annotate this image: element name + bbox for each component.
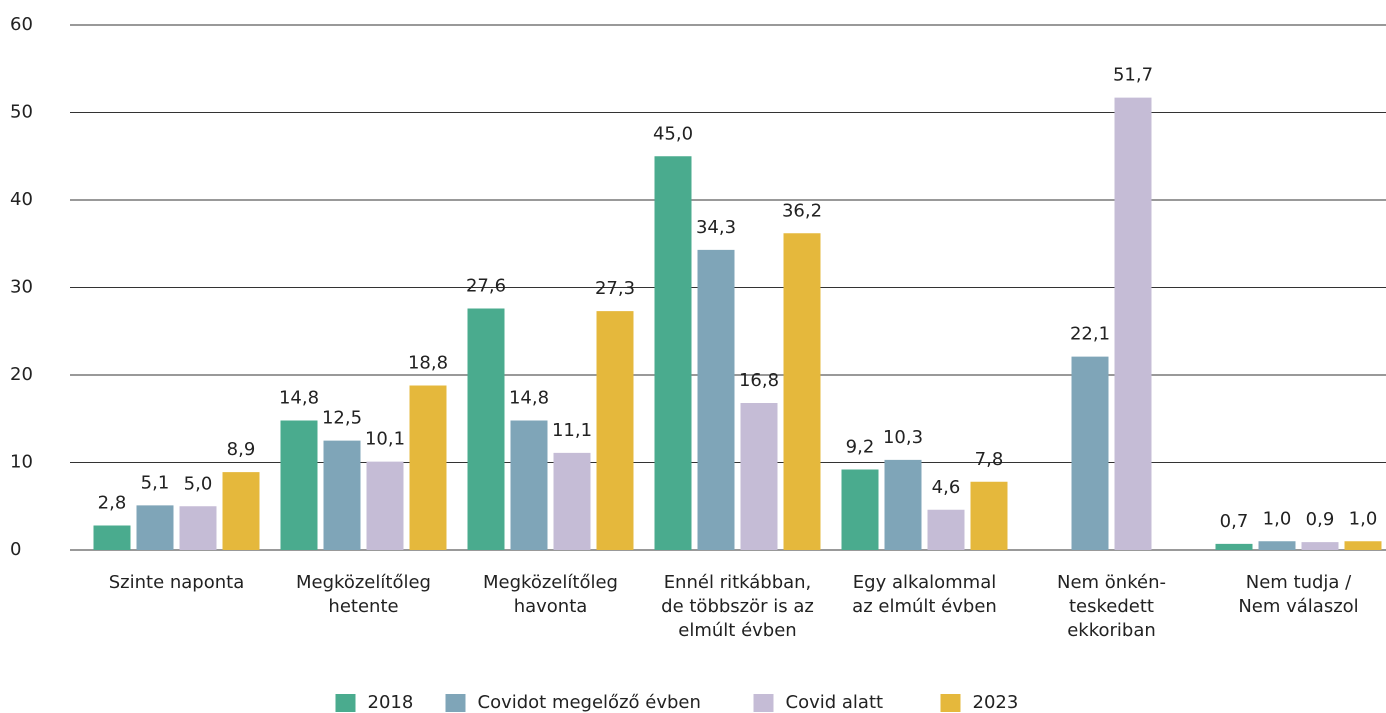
bar (280, 420, 318, 550)
value-label: 16,8 (739, 370, 779, 391)
value-label: 10,3 (883, 427, 923, 448)
y-tick-label: 20 (10, 364, 33, 385)
value-label: 5,0 (184, 473, 213, 494)
value-label: 45,0 (653, 123, 693, 144)
bar (740, 403, 778, 550)
bar (553, 452, 591, 550)
legend-swatch (753, 694, 774, 712)
bar (1114, 97, 1152, 550)
bar (970, 481, 1008, 550)
value-label: 4,6 (932, 477, 961, 498)
x-tick-label: Megközelítőleg hetente (296, 572, 431, 617)
bar (510, 420, 548, 550)
legend-swatch (940, 694, 961, 712)
bar (409, 385, 447, 550)
value-label: 34,3 (696, 217, 736, 238)
y-tick-label: 30 (10, 277, 33, 298)
bar (783, 233, 821, 550)
bar (697, 249, 735, 550)
legend-label: Covid alatt (786, 692, 884, 713)
y-tick-label: 40 (10, 189, 33, 210)
bar (1258, 541, 1296, 550)
value-label: 9,2 (846, 437, 875, 458)
legend-swatch (335, 694, 356, 712)
value-label: 8,9 (227, 439, 256, 460)
value-label: 10,1 (365, 429, 405, 450)
y-tick-label: 60 (10, 14, 33, 35)
value-label: 7,8 (975, 449, 1004, 470)
bar (884, 459, 922, 550)
value-label: 27,6 (466, 276, 506, 297)
value-label: 5,1 (141, 472, 170, 493)
bar (179, 506, 217, 550)
value-label: 0,9 (1306, 509, 1335, 530)
y-tick-label: 0 (10, 539, 21, 560)
x-tick-label: Ennél ritkábban, de többször is az elmúlt … (661, 572, 814, 641)
bar (927, 509, 965, 550)
bar (366, 461, 404, 550)
legend-label: 2018 (368, 692, 414, 713)
bar (654, 156, 692, 550)
bar (841, 469, 879, 550)
bar (323, 440, 361, 550)
bar (1344, 541, 1382, 550)
value-label: 36,2 (782, 200, 822, 221)
y-tick-label: 10 (10, 452, 33, 473)
x-tick-label: Nem önkén-teskedett ekkoriban (1057, 572, 1166, 641)
value-label: 27,3 (595, 278, 635, 299)
legend-label: Covidot megelőző évben (478, 692, 701, 713)
value-label: 11,1 (552, 420, 592, 441)
bar (1071, 356, 1109, 550)
value-label: 22,1 (1070, 324, 1110, 345)
bar (222, 472, 260, 550)
bar (1215, 543, 1253, 550)
legend-label: 2023 (973, 692, 1019, 713)
bar (93, 525, 131, 550)
bar (1301, 542, 1339, 550)
value-label: 2,8 (98, 493, 127, 514)
x-tick-label: Szinte naponta (109, 572, 245, 593)
legend-swatch (445, 694, 466, 712)
y-tick-label: 50 (10, 102, 33, 123)
value-label: 18,8 (408, 353, 448, 374)
value-label: 1,0 (1263, 508, 1292, 529)
value-label: 0,7 (1220, 511, 1249, 532)
value-label: 1,0 (1349, 508, 1378, 529)
value-label: 14,8 (279, 388, 319, 409)
value-label: 12,5 (322, 408, 362, 429)
x-tick-label: Megközelítőleg havonta (483, 572, 618, 617)
bar (467, 308, 505, 550)
value-label: 14,8 (509, 388, 549, 409)
bar (596, 311, 634, 550)
x-tick-label: Egy alkalommal az elmúlt évben (852, 572, 997, 617)
x-tick-label: Nem tudja / Nem válaszol (1238, 572, 1358, 617)
bar (136, 505, 174, 550)
value-label: 51,7 (1113, 65, 1153, 86)
